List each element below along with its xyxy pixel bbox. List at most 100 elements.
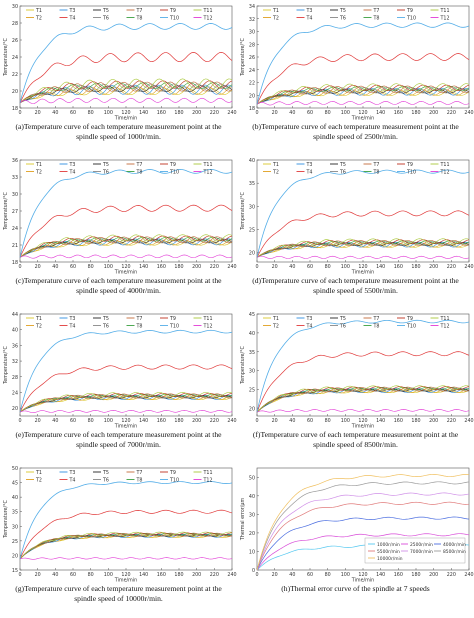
- legend-label-t1: T1: [35, 8, 42, 14]
- x-tick-label: 80: [325, 418, 331, 424]
- x-tick-label: 40: [289, 418, 295, 424]
- y-tick-label: 50: [12, 466, 18, 472]
- series-line-t11: [19, 234, 233, 258]
- x-tick-label: 80: [325, 572, 331, 578]
- legend-label-t2: T2: [272, 323, 279, 329]
- legend-label-t1: T1: [272, 316, 279, 322]
- x-tick-label: 100: [104, 572, 113, 578]
- y-axis-label: Temperature/°C: [3, 345, 9, 384]
- x-tick-label: 100: [104, 110, 113, 116]
- x-tick-label: 200: [192, 264, 201, 270]
- x-tick-label: 0: [255, 110, 258, 116]
- x-tick-label: 20: [35, 264, 41, 270]
- series-line-t4: [19, 204, 233, 258]
- series-line-t4: [256, 351, 470, 413]
- y-tick-label: 25: [249, 388, 255, 394]
- x-tick-label: 160: [157, 110, 166, 116]
- plot-frame: [19, 467, 233, 571]
- x-tick-label: 180: [174, 572, 183, 578]
- x-tick-label: 240: [227, 572, 236, 578]
- x-tick-label: 0: [18, 110, 21, 116]
- legend-label-speed-4: 5500r/min: [377, 549, 400, 555]
- legend-label-t2: T2: [272, 169, 279, 175]
- x-tick-label: 120: [358, 572, 367, 578]
- x-tick-label: 0: [18, 418, 21, 424]
- x-tick-label: 140: [376, 264, 385, 270]
- x-tick-label: 220: [210, 264, 219, 270]
- x-axis-label: Time/min: [114, 270, 137, 276]
- x-tick-label: 140: [376, 572, 385, 578]
- legend-label-t11: T11: [203, 316, 213, 322]
- legend-label-t2: T2: [35, 169, 42, 175]
- y-tick-label: 25: [249, 228, 255, 234]
- legend-label-speed-5: 7000r/min: [410, 549, 433, 555]
- caption-b: (b)Temperature curve of each temperature…: [239, 122, 472, 154]
- x-tick-label: 220: [447, 264, 456, 270]
- x-tick-label: 240: [464, 110, 473, 116]
- x-tick-label: 140: [139, 264, 148, 270]
- panel-d: 20 25 30 35 40 0 20 40 60 80 100 120 140 160 180 200 220…: [237, 154, 474, 308]
- y-tick-label: 20: [249, 93, 255, 99]
- x-tick-label: 160: [157, 572, 166, 578]
- x-tick-label: 140: [376, 110, 385, 116]
- x-tick-label: 20: [35, 572, 41, 578]
- caption-c: (c)Temperature curve of each temperature…: [2, 276, 235, 308]
- x-tick-label: 120: [358, 264, 367, 270]
- caption-f: (f)Temperature curve of each temperature…: [239, 430, 472, 462]
- x-tick-label: 180: [174, 110, 183, 116]
- legend-label-t10: T10: [169, 15, 179, 21]
- series-line-t7: [19, 393, 233, 413]
- x-tick-label: 200: [192, 572, 201, 578]
- series-line-t1: [256, 90, 470, 105]
- caption-b-line2: spindle speed of 2500r/min.: [313, 131, 398, 141]
- legend-label-speed-3: 4000r/min: [443, 542, 466, 548]
- legend-label-t5: T5: [102, 316, 109, 322]
- legend-label-t7: T7: [373, 316, 380, 322]
- legend-label-t11: T11: [203, 8, 213, 14]
- legend-label-speed-6: 8500r/min: [443, 549, 466, 555]
- caption-g-line1: (g)Temperature curve of each temperature…: [15, 584, 222, 593]
- series-line-t8: [19, 393, 233, 413]
- x-tick-label: 80: [88, 418, 94, 424]
- legend-label-t1: T1: [35, 470, 42, 476]
- y-tick-label: 0: [252, 568, 255, 574]
- legend-label-t8: T8: [136, 477, 143, 483]
- series-line-t12: [19, 410, 233, 413]
- x-tick-label: 100: [341, 264, 350, 270]
- x-tick-label: 80: [325, 264, 331, 270]
- y-axis-label: Temperature/°C: [3, 499, 9, 538]
- x-tick-label: 100: [341, 110, 350, 116]
- x-axis-label: Time/min: [114, 578, 137, 584]
- x-tick-label: 20: [35, 418, 41, 424]
- series-line-t7: [256, 386, 470, 413]
- x-tick-label: 140: [139, 110, 148, 116]
- series-line-speed-2: [256, 533, 470, 571]
- legend-label-t9: T9: [406, 8, 413, 14]
- x-tick-label: 220: [447, 110, 456, 116]
- legend-label-speed-1: 1000r/min: [377, 542, 400, 548]
- y-tick-label: 21: [12, 243, 18, 249]
- series-line-t11: [256, 238, 470, 258]
- x-tick-label: 200: [192, 110, 201, 116]
- legend-label-t5: T5: [339, 8, 346, 14]
- caption-g-line2: spindle speed of 10000r/min.: [74, 593, 163, 603]
- x-tick-label: 60: [70, 418, 76, 424]
- series-line-t10: [256, 169, 470, 258]
- y-tick-label: 15: [12, 568, 18, 574]
- y-tick-label: 26: [249, 55, 255, 61]
- series-line-t8: [19, 236, 233, 258]
- x-tick-label: 220: [210, 572, 219, 578]
- chart-b: 18 20 22 24 26 28 30 32 34 0 20 40 60 80 100 120 140 160 1…: [240, 4, 474, 122]
- series-line-t4: [256, 53, 470, 105]
- x-tick-label: 240: [464, 572, 473, 578]
- y-tick-label: 20: [12, 406, 18, 412]
- y-tick-label: 26: [12, 38, 18, 44]
- caption-g: (g)Temperature curve of each temperature…: [2, 584, 235, 616]
- x-tick-label: 60: [70, 572, 76, 578]
- x-tick-label: 220: [447, 418, 456, 424]
- series-line-t10: [19, 23, 233, 104]
- legend-label-t7: T7: [136, 316, 143, 322]
- x-tick-label: 80: [88, 572, 94, 578]
- y-tick-label: 30: [12, 524, 18, 530]
